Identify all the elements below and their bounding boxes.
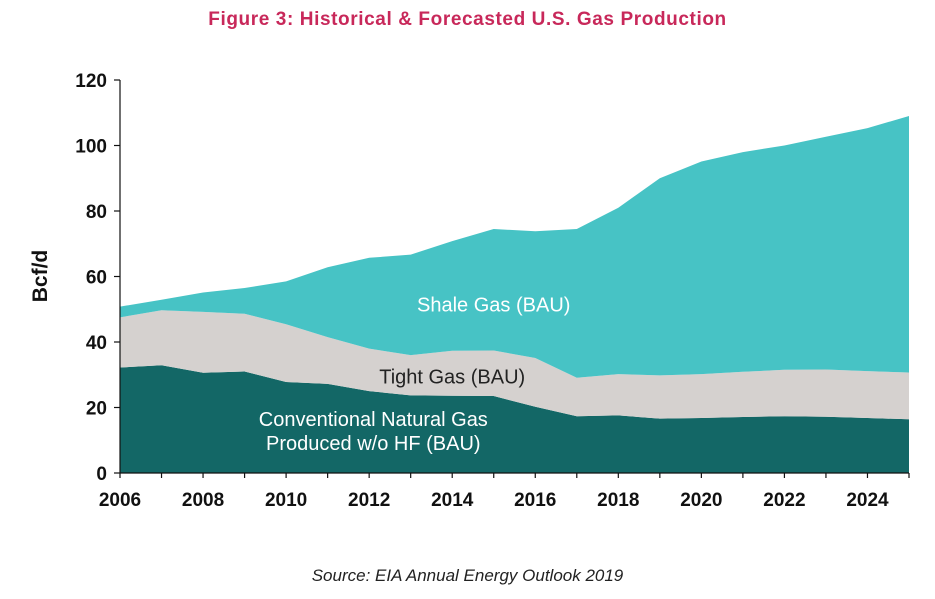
y-tick-label: 20 bbox=[86, 399, 107, 420]
area-label-0-line-0: Conventional Natural Gas bbox=[259, 409, 488, 431]
y-tick-label: 60 bbox=[86, 268, 107, 289]
x-tick-label: 2006 bbox=[99, 490, 141, 511]
x-tick-label: 2016 bbox=[514, 490, 556, 511]
x-tick-label: 2018 bbox=[597, 490, 639, 511]
area-label-0-line-1: Produced w/o HF (BAU) bbox=[266, 433, 481, 455]
chart-title: Figure 3: Historical & Forecasted U.S. G… bbox=[208, 9, 727, 30]
area-label-2-line-0: Shale Gas (BAU) bbox=[417, 294, 570, 316]
axes-layer: 0 20 40 60 80 100 120 2006 2008 2010 2012 2014 2016 2… bbox=[75, 71, 910, 511]
source-note: Source: EIA Annual Energy Outlook 2019 bbox=[311, 566, 624, 585]
y-tick-label: 80 bbox=[86, 202, 107, 223]
x-tick-label: 2008 bbox=[182, 490, 224, 511]
x-tick-label: 2024 bbox=[846, 490, 889, 511]
x-tick-label: 2012 bbox=[348, 490, 390, 511]
area-label-1-line-0: Tight Gas (BAU) bbox=[379, 366, 525, 388]
area-series-1 bbox=[120, 310, 909, 420]
area-series-2 bbox=[120, 116, 909, 378]
x-tick-label: 2022 bbox=[763, 490, 805, 511]
area-series-0 bbox=[120, 365, 909, 473]
x-tick-label: 2020 bbox=[680, 490, 722, 511]
y-tick-label: 100 bbox=[75, 137, 107, 158]
y-axis-label: Bcf/d bbox=[29, 250, 52, 303]
areas-layer bbox=[120, 116, 909, 473]
y-tick-label: 0 bbox=[96, 464, 107, 485]
x-tick-label: 2014 bbox=[431, 490, 474, 511]
x-tick-label: 2010 bbox=[265, 490, 307, 511]
y-tick-label: 40 bbox=[86, 333, 107, 354]
y-tick-label: 120 bbox=[75, 71, 107, 92]
